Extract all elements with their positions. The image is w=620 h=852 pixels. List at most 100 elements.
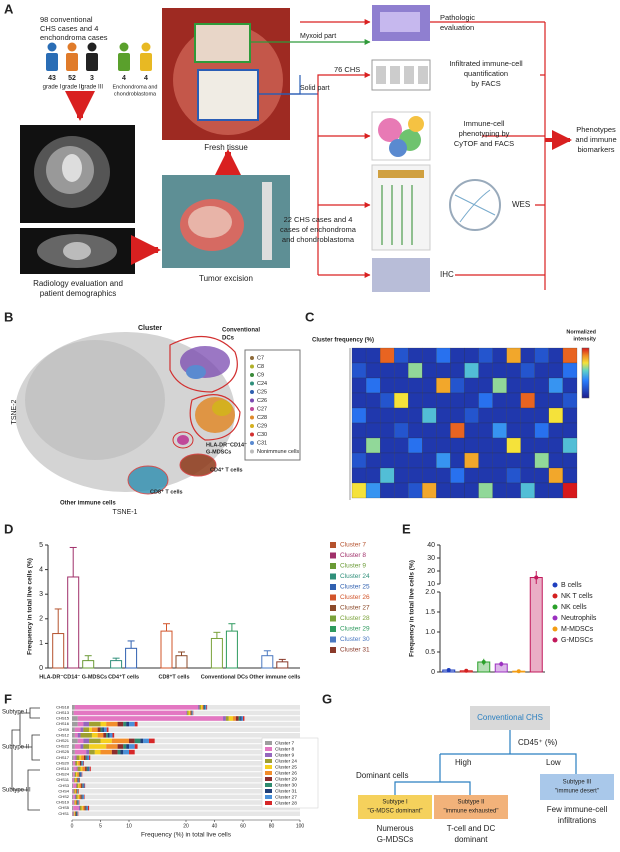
bar-segment bbox=[81, 783, 83, 788]
bar-segment bbox=[77, 811, 79, 816]
branch-label: 76 CHS bbox=[334, 65, 360, 74]
heatmap-cell bbox=[450, 482, 465, 499]
group-label: grade II bbox=[62, 85, 83, 91]
heatmap-cell bbox=[520, 377, 535, 394]
heatmap-cell bbox=[534, 437, 549, 454]
bar-segment bbox=[225, 716, 229, 721]
bar-segment bbox=[129, 749, 135, 755]
legend-label: Cluster 27 bbox=[275, 794, 297, 800]
y-tick-label: CHS24 bbox=[56, 772, 70, 777]
caption: Tumor excision bbox=[199, 274, 253, 283]
y-tick-label: 10 bbox=[427, 581, 435, 588]
track bbox=[72, 794, 300, 800]
bar-segment bbox=[77, 716, 224, 721]
heatmap-cell bbox=[436, 467, 451, 484]
track bbox=[72, 772, 300, 777]
heatmap-cell bbox=[351, 452, 367, 469]
bar-segment bbox=[74, 789, 76, 794]
step-label: IHC bbox=[440, 270, 454, 279]
heatmap-cell bbox=[394, 482, 409, 499]
bar-segment bbox=[74, 744, 81, 749]
bar-segment bbox=[73, 783, 76, 788]
bar-segment bbox=[228, 716, 234, 721]
legend-label: Cluster 26 bbox=[340, 594, 370, 601]
track bbox=[72, 811, 300, 816]
bar-segment bbox=[73, 761, 75, 766]
heatmap-cell bbox=[520, 392, 535, 409]
group-count: 3 bbox=[90, 75, 94, 82]
bar-segment bbox=[117, 749, 121, 755]
heatmap-cell bbox=[422, 437, 437, 454]
legend-marker bbox=[265, 765, 272, 769]
track bbox=[72, 805, 300, 811]
heatmap-cell bbox=[351, 482, 367, 499]
legend-label: Nonimmune cells bbox=[257, 449, 299, 455]
bar-segment bbox=[106, 727, 109, 732]
legend-marker bbox=[250, 415, 254, 420]
heatmap-cell bbox=[365, 422, 381, 439]
node-description: dominant bbox=[455, 835, 489, 844]
y-tick-label: CHS12 bbox=[56, 732, 70, 737]
heatmap-cell bbox=[534, 347, 549, 364]
heatmap-cell bbox=[464, 362, 479, 379]
bar-segment bbox=[85, 805, 87, 811]
y-tick-label: CHS4 bbox=[58, 788, 69, 793]
bar-segment bbox=[77, 800, 79, 805]
heatmap-cell bbox=[492, 407, 507, 424]
bar-segment bbox=[76, 789, 78, 794]
heatmap-cell bbox=[464, 392, 479, 409]
legend-label: Neutrophils bbox=[561, 615, 597, 622]
bar-segment bbox=[198, 705, 200, 710]
heatmap-cell bbox=[436, 347, 451, 364]
shape bbox=[394, 730, 577, 795]
heatmap-cell bbox=[506, 407, 521, 424]
step-label: Pathologic bbox=[440, 13, 475, 22]
node-label: "immune exhausted" bbox=[444, 809, 499, 815]
bar-segment bbox=[83, 721, 90, 727]
shape bbox=[434, 795, 508, 819]
heatmap-cell bbox=[394, 467, 409, 484]
person-head bbox=[47, 42, 57, 52]
legend-label: Cluster 31 bbox=[340, 647, 370, 654]
y-tick-label: 4 bbox=[39, 566, 43, 573]
bar-segment bbox=[80, 744, 84, 749]
legend-label: C26 bbox=[257, 398, 267, 404]
group-label: grade I bbox=[43, 85, 62, 91]
bar-segment bbox=[129, 721, 135, 727]
heatmap-cell bbox=[380, 362, 395, 379]
heatmap-cell bbox=[520, 467, 535, 484]
bar-segment bbox=[72, 811, 74, 816]
bar-segment bbox=[87, 766, 89, 772]
heatmap-cell bbox=[422, 467, 437, 484]
y-tick-label: CHS10 bbox=[56, 766, 70, 771]
heatmap-cell bbox=[478, 347, 493, 364]
shape bbox=[194, 23, 251, 63]
heatmap-cell bbox=[351, 362, 367, 379]
bar bbox=[67, 576, 80, 669]
bar-segment bbox=[94, 749, 101, 755]
bar-segment bbox=[86, 805, 88, 811]
step-label: quantification bbox=[464, 69, 508, 78]
bar-segment bbox=[77, 766, 81, 772]
bar-segment bbox=[74, 794, 76, 800]
panel-label: D bbox=[4, 521, 13, 536]
bar-segment bbox=[77, 777, 78, 783]
bar-segment bbox=[82, 805, 85, 811]
bar-segment bbox=[82, 783, 84, 788]
bar-segment bbox=[80, 794, 82, 800]
bar-segment bbox=[78, 800, 80, 805]
bar-segment bbox=[78, 777, 79, 783]
node-label: Subtype II bbox=[457, 800, 484, 806]
bar-segment bbox=[83, 761, 84, 766]
bar-segment bbox=[77, 811, 78, 816]
bar-segment bbox=[100, 721, 107, 727]
heatmap-cell bbox=[436, 437, 451, 454]
heatmap-cell bbox=[492, 377, 507, 394]
y-tick-label: CHS2 bbox=[58, 794, 69, 799]
heatmap-cell bbox=[422, 347, 437, 364]
shape bbox=[62, 154, 82, 182]
legend-marker bbox=[250, 441, 254, 445]
legend-label: C30 bbox=[257, 432, 267, 438]
bar-segment bbox=[112, 733, 115, 738]
